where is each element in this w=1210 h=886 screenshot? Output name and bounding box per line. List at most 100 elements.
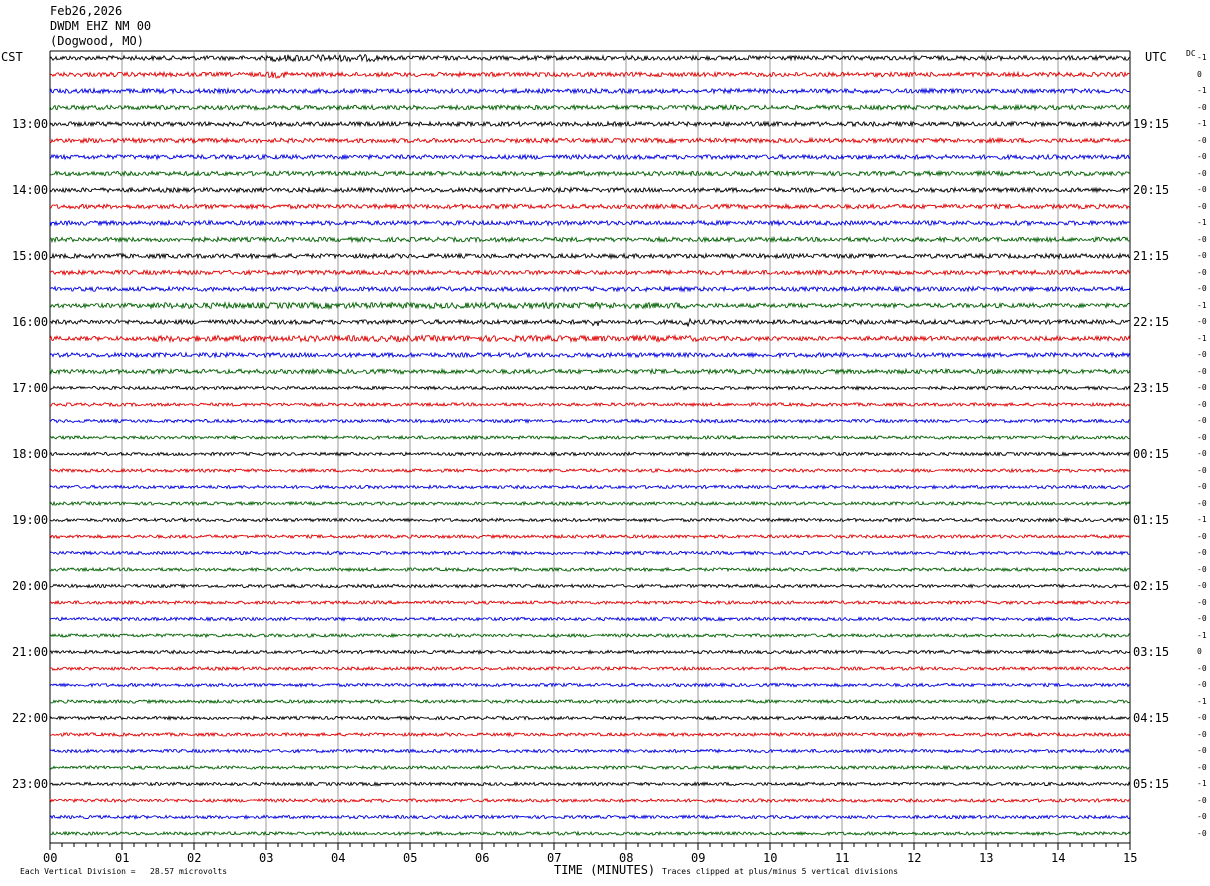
x-tick-label: 06 xyxy=(475,851,490,865)
dc-offset-label: 0 xyxy=(1197,647,1202,656)
left-timezone: CST xyxy=(1,50,23,64)
dc-offset-label: -0 xyxy=(1197,812,1207,821)
x-tick-label: 11 xyxy=(835,851,850,865)
trace-line xyxy=(49,616,1131,622)
trace-line xyxy=(49,516,1131,524)
x-axis-title: TIME (MINUTES) xyxy=(554,863,656,877)
plot-date: Feb26,2026 xyxy=(50,4,123,18)
dc-offset-label: -1 xyxy=(1197,779,1207,788)
trace-line xyxy=(49,715,1131,721)
trace-line xyxy=(49,632,1131,639)
right-hour-label: 04:15 xyxy=(1133,711,1170,725)
dc-offset-label: -0 xyxy=(1197,498,1207,508)
trace-line xyxy=(49,451,1131,457)
trace-line xyxy=(49,268,1131,277)
trace-line xyxy=(49,186,1130,194)
trace-line xyxy=(49,781,1131,787)
dc-offset-label: -0 xyxy=(1197,581,1207,590)
clip-note: Traces clipped at plus/minus 5 vertical … xyxy=(662,867,899,876)
dc-offset-label: -1 xyxy=(1197,333,1207,343)
dc-offset-label: -0 xyxy=(1197,350,1207,359)
dc-offset-label: -0 xyxy=(1197,465,1207,475)
left-hour-label: 15:00 xyxy=(12,249,49,263)
x-tick-label: 03 xyxy=(259,851,274,865)
x-tick-label: 00 xyxy=(43,851,58,865)
trace-line xyxy=(49,467,1131,474)
dc-offset-label: -0 xyxy=(1197,383,1207,392)
trace-line xyxy=(49,731,1131,738)
dc-offset-label: -0 xyxy=(1197,432,1207,442)
trace-line xyxy=(49,219,1131,227)
dc-offset-label: -0 xyxy=(1197,564,1207,574)
dc-offset-label: -0 xyxy=(1197,531,1207,541)
trace-line xyxy=(49,500,1131,507)
trace-line xyxy=(49,649,1131,655)
trace-line xyxy=(49,136,1131,145)
right-hour-label: 03:15 xyxy=(1133,645,1170,659)
left-hour-label: 17:00 xyxy=(12,381,49,395)
dc-offset-label: -0 xyxy=(1197,680,1207,689)
left-hour-label: 22:00 xyxy=(12,711,49,725)
dc-offset-label: -0 xyxy=(1197,795,1207,805)
left-hour-label: 13:00 xyxy=(12,117,49,131)
dc-offset-label: -0 xyxy=(1197,152,1207,161)
x-tick-label: 07 xyxy=(547,851,562,865)
dc-offset-label: -0 xyxy=(1197,366,1207,376)
trace-line xyxy=(49,484,1131,490)
trace-line xyxy=(49,698,1131,705)
left-hour-label: 21:00 xyxy=(12,645,49,659)
trace-line xyxy=(49,566,1131,573)
right-hour-label: 02:15 xyxy=(1133,579,1170,593)
trace-line xyxy=(49,814,1131,820)
trace-line xyxy=(49,333,1131,344)
dc-offset-label: -0 xyxy=(1197,762,1207,772)
dc-offset-label: -0 xyxy=(1197,102,1207,112)
right-hour-label: 01:15 xyxy=(1133,513,1170,527)
dc-offset-label: -1 xyxy=(1197,218,1207,227)
dc-offset-label: -1 xyxy=(1197,696,1207,706)
trace-line xyxy=(49,665,1131,672)
trace-line xyxy=(49,300,1131,311)
dc-offset-label: -0 xyxy=(1197,251,1207,260)
trace-line xyxy=(49,583,1131,590)
trace-line xyxy=(49,103,1131,112)
dc-offset-label: -1 xyxy=(1197,53,1207,62)
trace-line xyxy=(49,748,1131,754)
dc-offset-label: -0 xyxy=(1197,399,1207,409)
dc-offset-label: -0 xyxy=(1197,135,1207,145)
left-hour-label: 18:00 xyxy=(12,447,49,461)
trace-line xyxy=(49,385,1131,391)
trace-line xyxy=(49,317,1131,327)
station-code: DWDM EHZ NM 00 xyxy=(50,19,152,33)
right-hour-label: 21:15 xyxy=(1133,249,1170,263)
trace-line xyxy=(49,70,1131,79)
dc-offset-label: -0 xyxy=(1197,284,1207,293)
dc-offset-label: -0 xyxy=(1197,746,1207,755)
dc-offset-label: -0 xyxy=(1197,597,1207,607)
left-hour-label: 14:00 xyxy=(12,183,49,197)
seismic-traces xyxy=(49,53,1131,837)
right-timezone: UTC xyxy=(1145,50,1167,64)
dc-offset-label: -0 xyxy=(1197,185,1207,194)
dc-offset-label: -0 xyxy=(1197,614,1207,623)
x-tick-label: 10 xyxy=(763,851,778,865)
dc-offset-label: -0 xyxy=(1197,267,1207,277)
left-hour-label: 19:00 xyxy=(12,513,49,527)
dc-offset-label: -1 xyxy=(1197,300,1207,310)
right-hour-label: 00:15 xyxy=(1133,447,1170,461)
scale-note: Each Vertical Division = 28.57 microvolt… xyxy=(20,867,228,876)
trace-line xyxy=(49,682,1131,689)
x-tick-label: 08 xyxy=(619,851,634,865)
trace-line xyxy=(50,252,1131,260)
dc-offset-label: -0 xyxy=(1197,201,1207,211)
dc-offset-label: -0 xyxy=(1197,729,1207,739)
x-tick-label: 13 xyxy=(979,851,994,865)
dc-offset-label: -0 xyxy=(1197,713,1207,722)
trace-line xyxy=(49,418,1131,425)
trace-line xyxy=(49,550,1130,556)
right-hour-label: 20:15 xyxy=(1133,183,1170,197)
trace-line xyxy=(49,87,1131,95)
dc-offset-label: -0 xyxy=(1197,168,1207,178)
trace-line xyxy=(49,434,1131,441)
